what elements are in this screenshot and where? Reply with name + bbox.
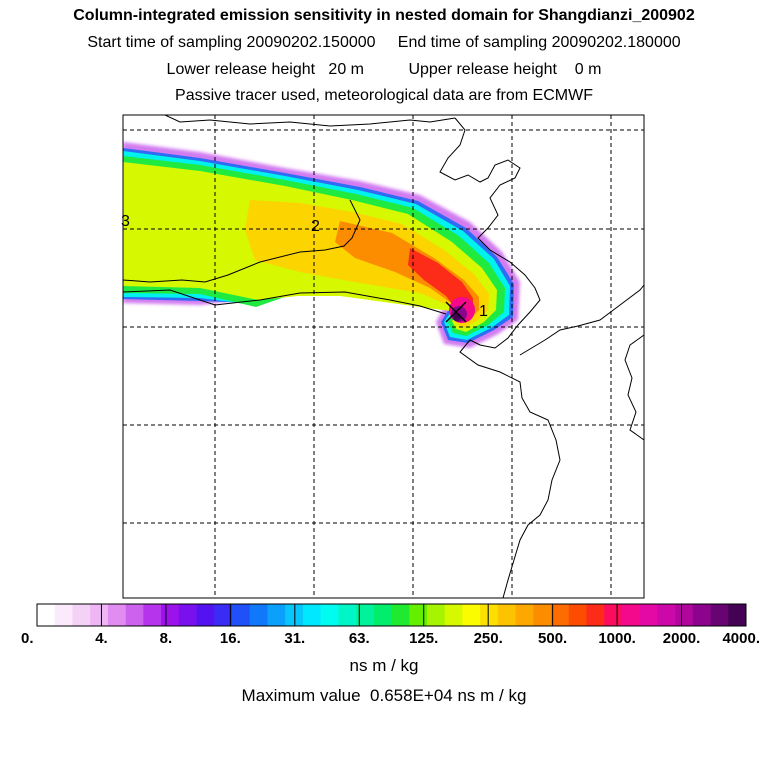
colorbar-swatch xyxy=(373,604,392,626)
colorbar-swatch xyxy=(533,604,552,626)
colorbar-tick-label: 31. xyxy=(284,630,305,647)
colorbar-swatch xyxy=(356,604,375,626)
colorbar-tick-label: 250. xyxy=(474,630,503,647)
colorbar-swatch xyxy=(338,604,357,626)
colorbar-swatch xyxy=(551,604,570,626)
colorbar-swatch xyxy=(710,604,729,626)
colorbar-swatch xyxy=(586,604,605,626)
colorbar-swatch xyxy=(267,604,286,626)
colorbar-swatch xyxy=(90,604,109,626)
map-frame xyxy=(122,114,645,599)
colorbar-swatch xyxy=(107,604,126,626)
plume-layer xyxy=(123,142,520,348)
colorbar-swatch xyxy=(125,604,144,626)
colorbar-swatch xyxy=(231,604,251,626)
colorbar-tick-label: 1000. xyxy=(598,630,636,647)
receptor-x-mark xyxy=(445,301,467,323)
coastline-east xyxy=(439,117,541,349)
colorbar-frame xyxy=(36,603,747,627)
trajectory-label-2: 2 xyxy=(311,218,320,235)
trajectory-label-1: 1 xyxy=(479,303,488,320)
trajectory-label-3: 3 xyxy=(121,213,130,230)
colorbar-swatch xyxy=(621,604,640,626)
maximum-value-text: Maximum value 0.658E+04 ns m / kg xyxy=(241,686,527,705)
colorbar-tick-label: 8. xyxy=(160,630,173,647)
colorbar-swatch xyxy=(285,604,304,626)
plume-band-orange xyxy=(335,221,479,322)
colorbar-units: ns m / kg xyxy=(349,656,419,675)
colorbar-swatch xyxy=(72,604,91,626)
colorbar-tick-label: 63. xyxy=(349,630,370,647)
colorbar-swatch xyxy=(391,604,410,626)
colorbar-swatch xyxy=(604,604,623,626)
colorbar-tick-label: 0. xyxy=(21,630,34,647)
colorbar-swatch xyxy=(639,604,658,626)
colorbar-swatch xyxy=(444,604,463,626)
colorbar-tick-label: 16. xyxy=(220,630,241,647)
plot-title: Column-integrated emission sensitivity i… xyxy=(73,7,695,24)
tracer-info-line: Passive tracer used, meteorological data… xyxy=(175,87,593,104)
coastline-layer xyxy=(123,115,644,598)
colorbar-swatch xyxy=(214,604,233,626)
colorbar-tick-label: 2000. xyxy=(663,630,701,647)
colorbar-swatch xyxy=(196,604,215,626)
colorbar-swatch xyxy=(515,604,534,626)
colorbar-swatch xyxy=(178,604,197,626)
colorbar-tick-label: 4. xyxy=(95,630,108,647)
colorbar-swatch xyxy=(675,604,694,626)
colorbar: 0. 4. 8. 16. 31. 63. 125. 250. 500. 1000. 2000. 400… xyxy=(21,603,760,647)
colorbar-swatch xyxy=(728,604,747,626)
colorbar-swatch xyxy=(409,604,428,626)
colorbar-swatch xyxy=(320,604,339,626)
graticule xyxy=(123,115,644,598)
inland-border xyxy=(123,289,447,315)
colorbar-swatch xyxy=(692,604,711,626)
colorbar-swatch xyxy=(480,604,499,626)
colorbar-swatch xyxy=(54,604,73,626)
coastline-peninsula xyxy=(519,284,644,356)
coastline-south xyxy=(459,339,561,598)
colorbar-swatch xyxy=(426,604,445,626)
colorbar-tick-label: 500. xyxy=(538,630,567,647)
colorbar-swatch xyxy=(249,604,268,626)
colorbar-swatch xyxy=(161,604,180,626)
colorbar-swatch xyxy=(657,604,676,626)
colorbar-swatch xyxy=(462,604,481,626)
release-height-line: Lower release height 20 m Upper release … xyxy=(166,61,602,78)
colorbar-swatch xyxy=(497,604,516,626)
plume-band-yellow xyxy=(245,200,489,328)
colorbar-tick-label: 125. xyxy=(409,630,438,647)
border-north xyxy=(164,115,456,127)
colorbar-tick-label: 4000. xyxy=(722,630,760,647)
sampling-time-line: Start time of sampling 20090202.150000 E… xyxy=(87,34,681,51)
colorbar-swatch xyxy=(302,604,321,626)
coastline-korea xyxy=(624,334,644,441)
colorbar-swatch xyxy=(143,604,162,626)
coastline-bohai xyxy=(123,199,361,283)
colorbar-swatch xyxy=(37,604,56,626)
colorbar-swatch xyxy=(568,604,587,626)
